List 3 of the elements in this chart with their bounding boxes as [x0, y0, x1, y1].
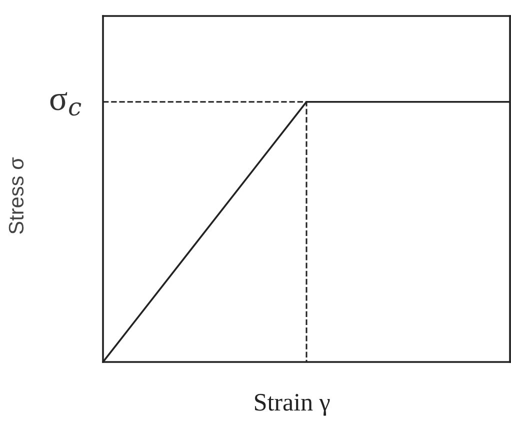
x-axis-title: Strain γ	[255, 394, 330, 416]
y-axis-title: Stress σ	[8, 157, 24, 234]
ref-line-label: σ$_{c}$	[50, 92, 82, 116]
